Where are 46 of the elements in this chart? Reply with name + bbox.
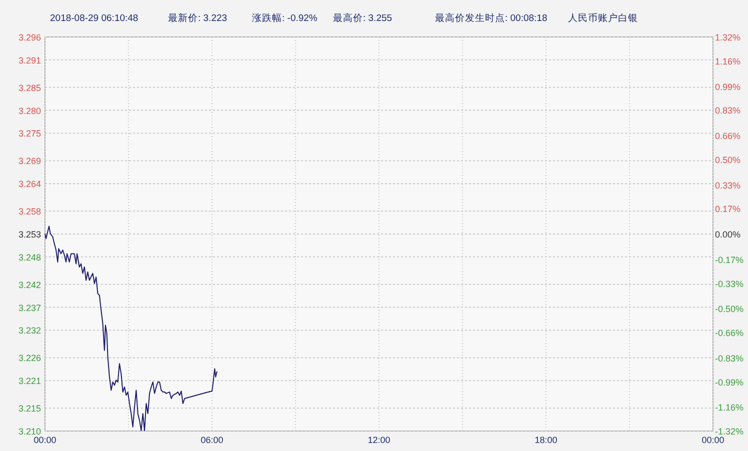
y-tick-label: 3.215: [18, 404, 41, 414]
text: 最新价: 3.223: [168, 12, 228, 24]
y2-tick-label: 1.32%: [715, 32, 741, 42]
y-tick-label: 3.258: [18, 206, 41, 217]
y-tick-label: 3.285: [18, 82, 41, 93]
y-tick-label: 3.237: [18, 302, 41, 313]
y2-tick-label: -0.17%: [715, 254, 744, 265]
y-tick-label: 3.210: [18, 426, 41, 436]
y2-tick-label: -0.66%: [715, 328, 744, 338]
text: 最高价: 3.255: [333, 12, 392, 24]
y2-tick-label: 1.16%: [715, 56, 741, 66]
y2-tick-label: -0.50%: [715, 304, 744, 314]
x-tick-label: 06:00: [200, 435, 224, 445]
y-tick-label: 3.253: [18, 230, 41, 240]
y-tick-label: 3.296: [18, 32, 41, 42]
y-tick-label: 3.226: [18, 353, 41, 364]
y2-tick-label: 0.66%: [715, 131, 741, 141]
y2-tick-label: 0.83%: [715, 106, 741, 116]
y2-tick-label: 0.17%: [715, 204, 741, 214]
x-tick-label: 00:00: [34, 435, 56, 445]
y-tick-label: 3.269: [18, 156, 41, 166]
y-tick-label: 3.275: [18, 128, 41, 139]
chart-title: 2018-08-29 06:10:48: [50, 13, 138, 24]
y-tick-label: 3.232: [18, 326, 41, 336]
y2-tick-label: -0.83%: [715, 353, 744, 364]
y2-tick-label: 0.50%: [715, 154, 741, 165]
x-tick-label: 00:00: [702, 435, 724, 445]
x-tick-label: 12:00: [368, 435, 390, 445]
x-tick-label: 18:00: [534, 435, 558, 445]
y-tick-label: 3.242: [18, 280, 41, 290]
y2-tick-label: -1.32%: [715, 426, 744, 436]
y2-tick-label: -0.99%: [715, 377, 744, 388]
text: 最高价发生时点: 00:08:18: [435, 12, 548, 24]
y2-tick-label: -1.16%: [715, 402, 744, 413]
y-tick-label: 3.264: [18, 179, 41, 190]
y2-tick-label: -0.33%: [715, 278, 744, 289]
text: 人民币账户白银: [568, 12, 638, 24]
y2-tick-label: 0.99%: [715, 82, 741, 92]
y2-tick-label: 0.33%: [715, 180, 741, 190]
y-tick-label: 3.291: [18, 55, 41, 66]
line-series: [44, 226, 218, 432]
y-tick-label: 3.280: [18, 106, 41, 116]
y-tick-label: 3.248: [18, 252, 41, 262]
y2-tick-label: 0.00%: [715, 230, 741, 240]
text: 涨跌幅: -0.92%: [252, 12, 318, 24]
y-tick-label: 3.221: [18, 376, 41, 386]
